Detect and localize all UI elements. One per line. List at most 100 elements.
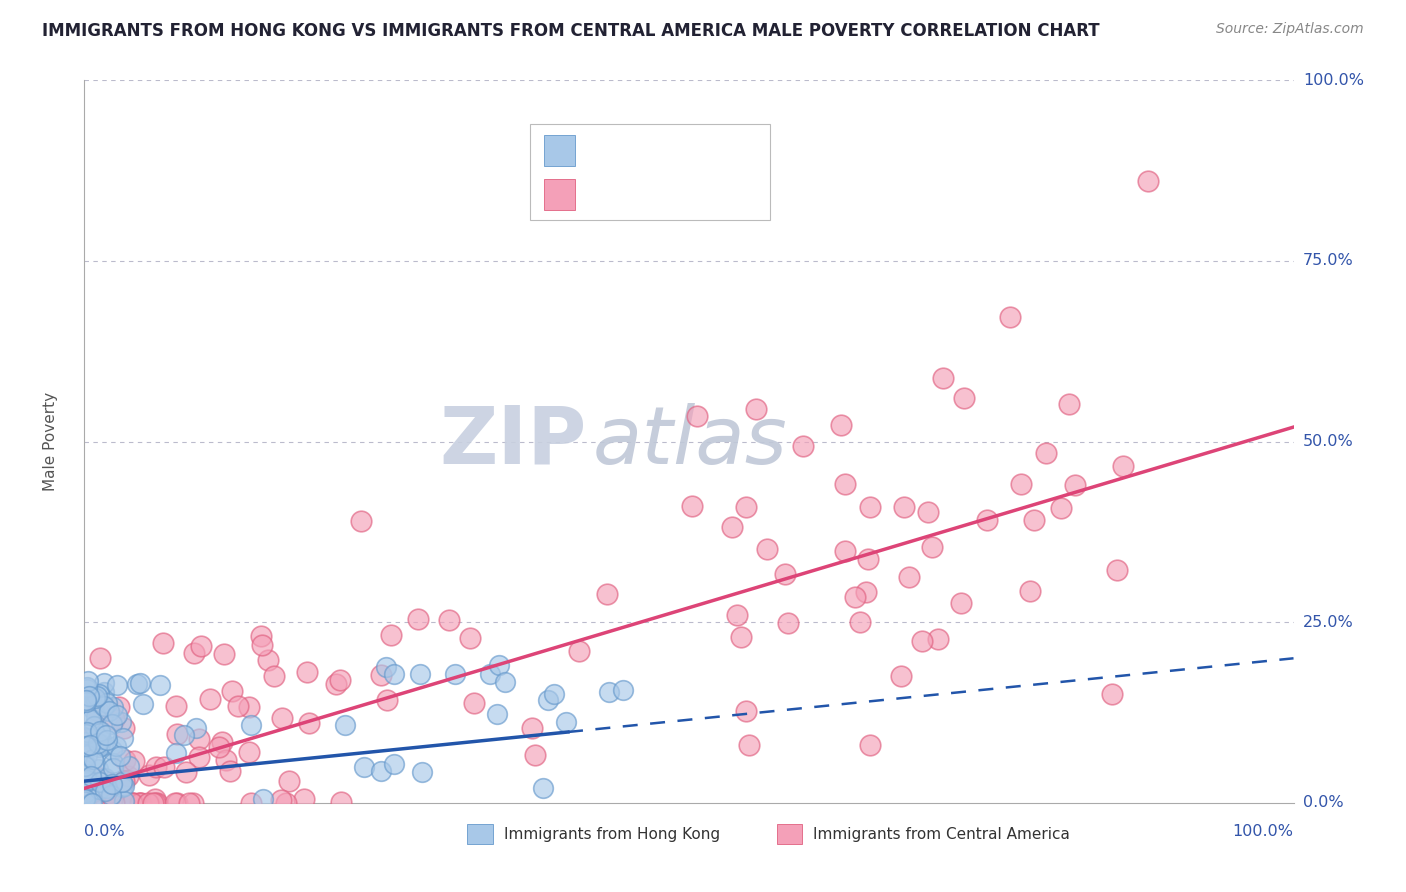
- Point: [897, 569, 920, 583]
- Point: [96, 796, 118, 810]
- Point: [111, 774, 134, 789]
- Point: [612, 683, 634, 698]
- Point: [82, 701, 104, 715]
- Point: [380, 628, 402, 642]
- Point: [187, 750, 209, 764]
- Point: [382, 666, 405, 681]
- Point: [1000, 310, 1022, 324]
- Point: [121, 796, 143, 810]
- Point: [94, 784, 117, 798]
- Point: [76, 739, 98, 754]
- Point: [375, 693, 398, 707]
- Point: [76, 747, 98, 762]
- Point: [212, 647, 235, 661]
- Point: [121, 796, 143, 810]
- Point: [921, 540, 943, 554]
- Point: [101, 700, 124, 714]
- Point: [110, 715, 132, 730]
- Text: R =  0.101: R = 0.101: [585, 141, 673, 159]
- Point: [1107, 563, 1129, 577]
- Point: [409, 667, 432, 681]
- Point: [298, 715, 321, 730]
- Point: [142, 796, 165, 810]
- Point: [598, 685, 620, 699]
- Point: [75, 768, 97, 782]
- Point: [686, 409, 709, 423]
- Point: [173, 728, 195, 742]
- Point: [90, 771, 112, 785]
- Point: [77, 689, 100, 703]
- Point: [735, 704, 758, 718]
- Point: [1035, 446, 1057, 460]
- Point: [350, 514, 373, 528]
- Point: [488, 658, 510, 673]
- Point: [329, 673, 352, 688]
- Point: [136, 796, 159, 810]
- Point: [773, 567, 796, 582]
- Point: [738, 738, 761, 752]
- Point: [108, 700, 131, 714]
- Point: [834, 477, 856, 491]
- Point: [86, 736, 108, 750]
- Point: [1010, 477, 1032, 491]
- Point: [370, 667, 392, 681]
- Point: [165, 746, 187, 760]
- Point: [830, 417, 852, 432]
- Point: [83, 719, 105, 733]
- Point: [463, 696, 485, 710]
- Point: [75, 695, 97, 709]
- Point: [950, 596, 973, 610]
- Point: [89, 724, 111, 739]
- Text: 25.0%: 25.0%: [1303, 615, 1354, 630]
- Point: [568, 644, 591, 658]
- Point: [80, 691, 103, 706]
- Point: [256, 653, 278, 667]
- Point: [177, 796, 200, 810]
- Point: [240, 718, 263, 732]
- Point: [834, 544, 856, 558]
- Text: Immigrants from Hong Kong: Immigrants from Hong Kong: [503, 827, 720, 841]
- Point: [127, 677, 149, 691]
- Point: [187, 732, 209, 747]
- Point: [114, 753, 136, 767]
- Point: [1137, 174, 1160, 188]
- Point: [730, 630, 752, 644]
- Point: [531, 780, 554, 795]
- Text: 100.0%: 100.0%: [1233, 824, 1294, 839]
- Point: [76, 680, 98, 694]
- Point: [370, 764, 392, 779]
- Point: [91, 738, 114, 752]
- Point: [103, 756, 125, 771]
- Point: [240, 796, 263, 810]
- Point: [292, 792, 315, 806]
- Point: [271, 711, 294, 725]
- Point: [89, 737, 111, 751]
- Point: [859, 500, 882, 514]
- Point: [93, 676, 115, 690]
- Point: [93, 796, 115, 810]
- Point: [186, 721, 208, 735]
- Point: [848, 615, 870, 629]
- Point: [211, 734, 233, 748]
- Point: [1101, 687, 1123, 701]
- Point: [143, 796, 166, 810]
- Point: [725, 607, 748, 622]
- Point: [75, 786, 97, 800]
- Point: [105, 677, 128, 691]
- Point: [112, 774, 135, 789]
- Point: [353, 760, 375, 774]
- Point: [79, 796, 101, 810]
- Point: [330, 795, 353, 809]
- Point: [96, 780, 118, 795]
- Point: [932, 370, 955, 384]
- Point: [145, 759, 167, 773]
- Point: [917, 505, 939, 519]
- Text: Immigrants from Central America: Immigrants from Central America: [813, 827, 1070, 841]
- Point: [408, 612, 430, 626]
- Point: [96, 733, 118, 747]
- Point: [485, 707, 508, 722]
- Point: [75, 693, 97, 707]
- Point: [219, 764, 242, 779]
- Point: [89, 796, 111, 810]
- Point: [270, 793, 292, 807]
